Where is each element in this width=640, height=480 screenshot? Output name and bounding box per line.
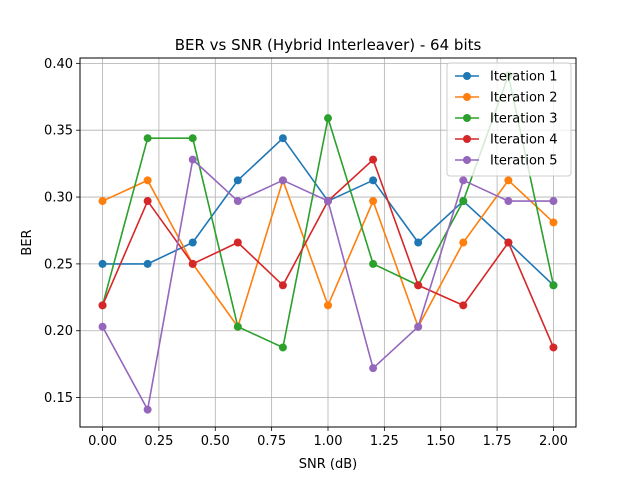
- y-axis-title: BER: [20, 229, 35, 255]
- legend-item: Iteration 1: [455, 70, 558, 85]
- data-point: [278, 134, 287, 143]
- data-point: [98, 197, 107, 206]
- data-point: [278, 343, 287, 352]
- data-point: [459, 238, 468, 247]
- legend-item: Iteration 2: [455, 91, 558, 106]
- y-tick-label: 0.25: [44, 257, 73, 272]
- data-point: [278, 281, 287, 290]
- data-point: [278, 176, 287, 185]
- legend-label: Iteration 4: [490, 133, 558, 148]
- data-point: [549, 281, 558, 290]
- data-point: [233, 197, 242, 206]
- y-tick-label: 0.30: [44, 191, 73, 206]
- data-point: [143, 259, 152, 268]
- legend-marker: [463, 93, 471, 101]
- data-point: [549, 343, 558, 352]
- legend-marker: [463, 114, 471, 122]
- data-point: [188, 238, 197, 247]
- y-tick-label: 0.20: [44, 324, 73, 339]
- data-point: [233, 176, 242, 185]
- data-point: [143, 134, 152, 143]
- data-point: [504, 238, 513, 247]
- data-point: [459, 176, 468, 185]
- x-tick-label: 1.00: [314, 434, 343, 449]
- legend-label: Iteration 5: [490, 154, 558, 169]
- legend-marker: [463, 72, 471, 80]
- legend-marker: [463, 135, 471, 143]
- data-point: [98, 301, 107, 310]
- x-tick-label: 1.25: [370, 434, 399, 449]
- legend-label: Iteration 3: [490, 112, 558, 127]
- x-tick-label: 0.00: [88, 434, 117, 449]
- legend-label: Iteration 2: [490, 91, 558, 106]
- x-tick-label: 0.25: [144, 434, 173, 449]
- data-point: [233, 238, 242, 247]
- legend-marker: [463, 156, 471, 164]
- legend-label: Iteration 1: [490, 70, 558, 85]
- data-point: [369, 197, 378, 206]
- y-tick-label: 0.35: [44, 124, 73, 139]
- x-tick-label: 2.00: [539, 434, 568, 449]
- legend-box: [446, 62, 572, 177]
- data-point: [459, 197, 468, 206]
- data-point: [414, 281, 423, 290]
- data-point: [143, 176, 152, 185]
- data-point: [549, 218, 558, 227]
- x-axis-title: SNR (dB): [299, 457, 357, 472]
- data-point: [324, 197, 332, 206]
- data-point: [188, 259, 197, 268]
- data-point: [233, 322, 242, 331]
- data-point: [188, 155, 197, 164]
- data-point: [369, 155, 378, 164]
- data-point: [324, 301, 332, 310]
- y-tick-label: 0.40: [44, 57, 73, 72]
- data-point: [414, 322, 423, 331]
- x-tick-label: 0.75: [257, 434, 286, 449]
- data-point: [188, 134, 197, 143]
- x-tick-label: 0.50: [201, 434, 230, 449]
- chart-title: BER vs SNR (Hybrid Interleaver) - 64 bit…: [175, 36, 482, 54]
- series-5: [98, 155, 558, 414]
- data-point: [369, 364, 378, 373]
- legend: Iteration 1 Iteration 2 Iteration 3 Iterati…: [446, 62, 572, 177]
- x-tick-label: 1.50: [426, 434, 455, 449]
- data-point: [414, 238, 423, 247]
- legend-item: Iteration 4: [455, 133, 558, 148]
- data-point: [324, 114, 332, 123]
- data-point: [459, 301, 468, 310]
- x-tick-label: 1.75: [483, 434, 512, 449]
- y-tick-label: 0.15: [44, 391, 73, 406]
- data-point: [369, 259, 378, 268]
- data-point: [369, 176, 378, 185]
- data-point: [98, 322, 107, 331]
- data-point: [549, 197, 558, 206]
- ticks: 0.00 0.25 0.50 0.75 1.00 1.25 1.50 1.75 2.00 0.15…: [44, 57, 568, 449]
- data-point: [504, 176, 513, 185]
- data-point: [98, 259, 107, 268]
- data-point: [504, 197, 513, 206]
- legend-item: Iteration 5: [455, 154, 558, 169]
- data-point: [143, 405, 152, 414]
- data-point: [143, 197, 152, 206]
- legend-item: Iteration 3: [455, 112, 558, 127]
